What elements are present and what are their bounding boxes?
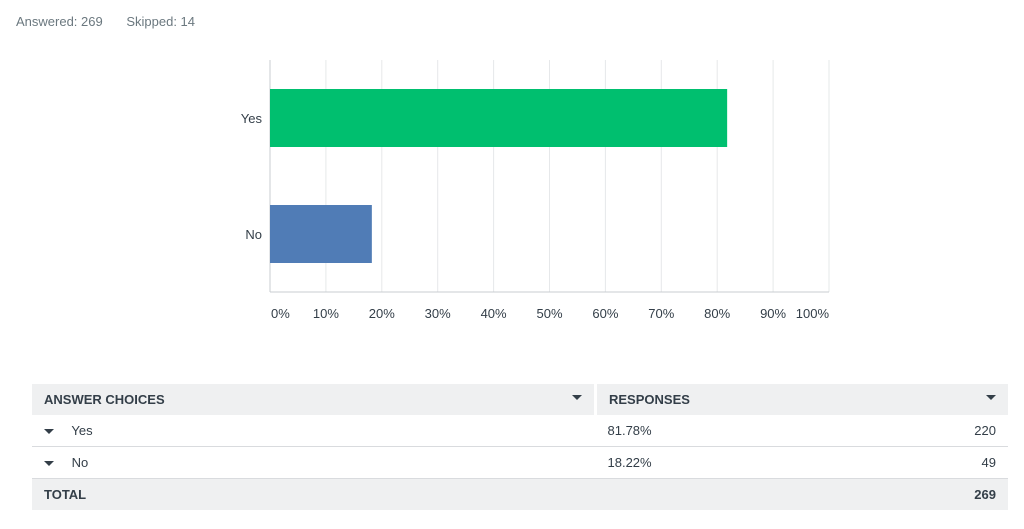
category-label: No xyxy=(245,227,262,242)
responses-header[interactable]: RESPONSES xyxy=(594,384,1008,415)
total-spacer xyxy=(595,478,870,510)
response-summary: Answered: 269 Skipped: 14 xyxy=(16,14,195,29)
table-row: Yes 81.78% 220 xyxy=(32,415,1008,447)
sort-icon[interactable] xyxy=(572,395,582,401)
answer-choice-cell[interactable]: Yes xyxy=(32,415,596,447)
x-tick-label: 10% xyxy=(313,306,339,321)
answer-choices-header-label: ANSWER CHOICES xyxy=(44,392,165,408)
response-count: 220 xyxy=(869,415,1008,447)
answer-choices-header[interactable]: ANSWER CHOICES xyxy=(32,384,596,415)
response-percent: 18.22% xyxy=(595,446,870,479)
x-tick-label: 80% xyxy=(704,306,730,321)
answer-choices-table: ANSWER CHOICES RESPONSES Yes 81.78% 220 … xyxy=(32,384,1008,510)
bar-chart: 0% 10% 20% 30% 40% 50% 60% 70% 80% 90% 100% Yes No xyxy=(241,60,830,321)
answered-count: Answered: 269 xyxy=(16,14,103,29)
x-tick-label: 40% xyxy=(481,306,507,321)
bar-no xyxy=(270,205,372,263)
table-row: No 18.22% 49 xyxy=(32,446,1008,479)
responses-header-label: RESPONSES xyxy=(609,392,690,408)
x-tick-label: 20% xyxy=(369,306,395,321)
x-tick-label: 70% xyxy=(648,306,674,321)
x-tick-label: 60% xyxy=(592,306,618,321)
x-tick-label: 30% xyxy=(425,306,451,321)
sort-icon[interactable] xyxy=(986,395,996,401)
response-percent: 81.78% xyxy=(595,415,870,447)
bar-yes xyxy=(270,89,728,147)
total-count: 269 xyxy=(869,478,1008,510)
answer-choice-label: No xyxy=(71,455,89,470)
response-count: 49 xyxy=(869,446,1008,479)
x-tick-label: 50% xyxy=(536,306,562,321)
answer-choice-label: Yes xyxy=(71,423,93,438)
caret-down-icon[interactable] xyxy=(44,429,54,435)
total-label: TOTAL xyxy=(32,478,596,510)
x-tick-label: 100% xyxy=(796,306,830,321)
skipped-count: Skipped: 14 xyxy=(126,14,196,29)
table-header-row: ANSWER CHOICES RESPONSES xyxy=(32,384,1008,415)
caret-down-icon[interactable] xyxy=(44,461,54,467)
category-label: Yes xyxy=(241,111,263,126)
total-row: TOTAL 269 xyxy=(32,478,1008,510)
answer-choice-cell[interactable]: No xyxy=(32,446,596,479)
x-tick-label: 90% xyxy=(760,306,786,321)
x-tick-label: 0% xyxy=(271,306,290,321)
